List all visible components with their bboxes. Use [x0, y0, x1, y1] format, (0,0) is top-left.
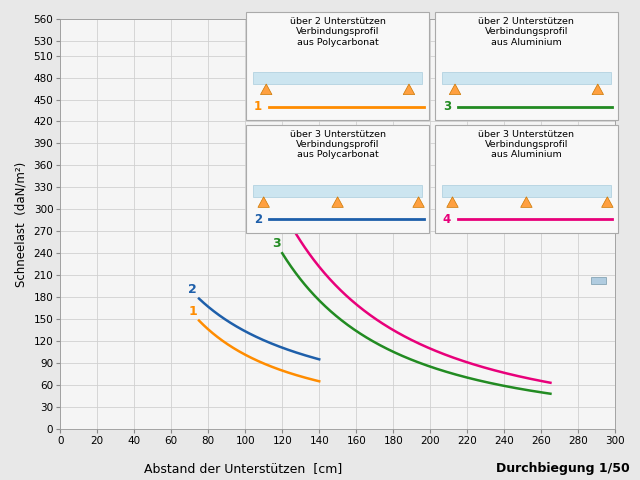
- Bar: [591, 276, 606, 284]
- Text: über 3 Unterstützen
Verbindungsprofil
aus Aluminium: über 3 Unterstützen Verbindungsprofil au…: [479, 130, 575, 159]
- Text: 1: 1: [188, 305, 197, 318]
- Text: über 3 Unterstützen
Verbindungsprofil
aus Polycarbonat: über 3 Unterstützen Verbindungsprofil au…: [289, 130, 385, 159]
- Text: 4: 4: [443, 213, 451, 226]
- Text: Durchbiegung 1/50: Durchbiegung 1/50: [497, 462, 630, 475]
- Y-axis label: Schneelast  (daN/m²): Schneelast (daN/m²): [15, 161, 28, 287]
- Text: über 2 Unterstützen
Verbindungsprofil
aus Aluminium: über 2 Unterstützen Verbindungsprofil au…: [479, 17, 574, 47]
- Text: Abstand der Unterstützen  [cm]: Abstand der Unterstützen [cm]: [144, 462, 342, 475]
- Text: 2: 2: [188, 283, 197, 296]
- Text: 4: 4: [271, 193, 280, 206]
- Text: 2: 2: [254, 213, 262, 226]
- Text: 3: 3: [272, 237, 280, 250]
- Text: 3: 3: [443, 100, 451, 113]
- Text: 1: 1: [254, 100, 262, 113]
- Text: über 2 Unterstützen
Verbindungsprofil
aus Polycarbonat: über 2 Unterstützen Verbindungsprofil au…: [290, 17, 385, 47]
